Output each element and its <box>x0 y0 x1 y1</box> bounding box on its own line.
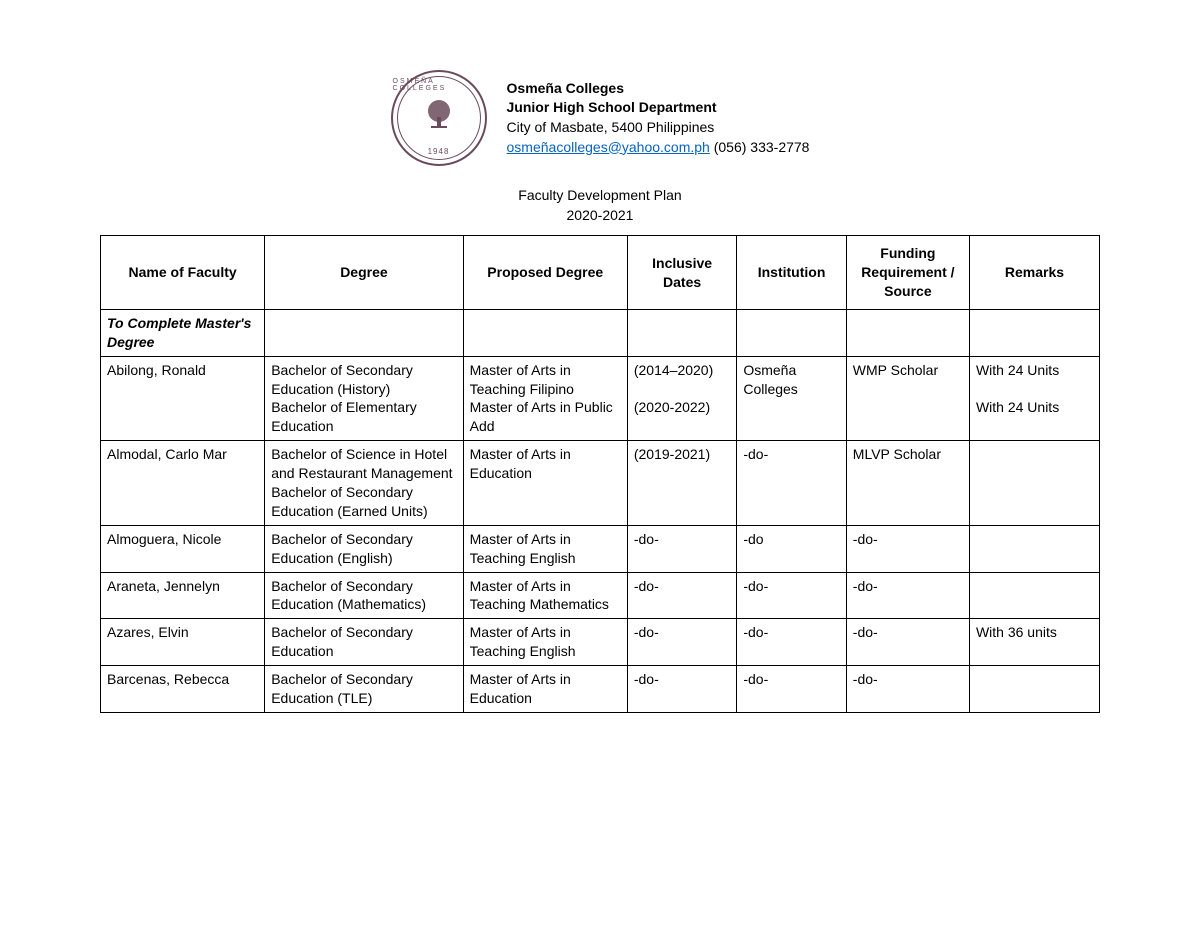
empty-cell <box>846 309 969 356</box>
department-name: Junior High School Department <box>507 98 810 118</box>
col-name-header: Name of Faculty <box>101 236 265 310</box>
cell-proposed: Master of Arts in Education <box>463 666 627 713</box>
cell-name: Almodal, Carlo Mar <box>101 441 265 526</box>
empty-cell <box>737 309 846 356</box>
contact-line: osmeñacolleges@yahoo.com.ph (056) 333-27… <box>507 138 810 158</box>
col-dates-header: Inclusive Dates <box>627 236 736 310</box>
table-row: Almoguera, NicoleBachelor of Secondary E… <box>101 525 1100 572</box>
table-body: To Complete Master's Degree Abilong, Ron… <box>101 309 1100 712</box>
cell-institution: Osmeña Colleges <box>737 356 846 441</box>
cell-funding: MLVP Scholar <box>846 441 969 526</box>
cell-remarks <box>969 441 1099 526</box>
table-header-row: Name of Faculty Degree Proposed Degree I… <box>101 236 1100 310</box>
document-page: OSMEÑA COLLEGES 1948 Osmeña Colleges Jun… <box>0 0 1200 713</box>
cell-name: Abilong, Ronald <box>101 356 265 441</box>
cell-degree: Bachelor of Secondary Education <box>265 619 463 666</box>
col-institution-header: Institution <box>737 236 846 310</box>
table-row: Azares, ElvinBachelor of Secondary Educa… <box>101 619 1100 666</box>
logo-year: 1948 <box>428 147 450 156</box>
phone: (056) 333-2778 <box>710 139 810 155</box>
empty-cell <box>463 309 627 356</box>
cell-funding: -do- <box>846 525 969 572</box>
section-row: To Complete Master's Degree <box>101 309 1100 356</box>
cell-remarks: With 24 UnitsWith 24 Units <box>969 356 1099 441</box>
col-funding-header: Funding Requirement / Source <box>846 236 969 310</box>
cell-degree: Bachelor of Secondary Education (Mathema… <box>265 572 463 619</box>
cell-institution: -do- <box>737 666 846 713</box>
cell-name: Araneta, Jennelyn <box>101 572 265 619</box>
cell-remarks <box>969 572 1099 619</box>
col-degree-header: Degree <box>265 236 463 310</box>
cell-funding: WMP Scholar <box>846 356 969 441</box>
table-row: Abilong, RonaldBachelor of Secondary Edu… <box>101 356 1100 441</box>
title-line1: Faculty Development Plan <box>100 186 1100 206</box>
cell-degree: Bachelor of Secondary Education (TLE) <box>265 666 463 713</box>
letterhead-text: Osmeña Colleges Junior High School Depar… <box>507 79 810 157</box>
cell-institution: -do <box>737 525 846 572</box>
address: City of Masbate, 5400 Philippines <box>507 118 810 138</box>
tree-icon <box>419 95 459 142</box>
table-row: Araneta, JennelynBachelor of Secondary E… <box>101 572 1100 619</box>
cell-proposed: Master of Arts in Teaching English <box>463 525 627 572</box>
empty-cell <box>969 309 1099 356</box>
faculty-table: Name of Faculty Degree Proposed Degree I… <box>100 235 1100 713</box>
cell-proposed: Master of Arts in Education <box>463 441 627 526</box>
section-label: To Complete Master's Degree <box>101 309 265 356</box>
empty-cell <box>627 309 736 356</box>
document-title: Faculty Development Plan 2020-2021 <box>100 186 1100 225</box>
cell-degree: Bachelor of Science in Hotel and Restaur… <box>265 441 463 526</box>
letterhead: OSMEÑA COLLEGES 1948 Osmeña Colleges Jun… <box>100 70 1100 166</box>
cell-degree: Bachelor of Secondary Education (English… <box>265 525 463 572</box>
cell-dates: (2019-2021) <box>627 441 736 526</box>
logo-text-top: OSMEÑA COLLEGES <box>393 78 485 92</box>
cell-institution: -do- <box>737 619 846 666</box>
cell-institution: -do- <box>737 441 846 526</box>
cell-name: Almoguera, Nicole <box>101 525 265 572</box>
cell-dates: -do- <box>627 666 736 713</box>
cell-funding: -do- <box>846 666 969 713</box>
cell-dates: -do- <box>627 619 736 666</box>
cell-name: Barcenas, Rebecca <box>101 666 265 713</box>
cell-proposed: Master of Arts in Teaching Mathematics <box>463 572 627 619</box>
title-line2: 2020-2021 <box>100 206 1100 226</box>
email-link[interactable]: osmeñacolleges@yahoo.com.ph <box>507 139 710 155</box>
cell-remarks <box>969 666 1099 713</box>
cell-proposed: Master of Arts in Teaching FilipinoMaste… <box>463 356 627 441</box>
cell-dates: -do- <box>627 572 736 619</box>
cell-dates: -do- <box>627 525 736 572</box>
cell-institution: -do- <box>737 572 846 619</box>
cell-proposed: Master of Arts in Teaching English <box>463 619 627 666</box>
empty-cell <box>265 309 463 356</box>
col-remarks-header: Remarks <box>969 236 1099 310</box>
cell-funding: -do- <box>846 572 969 619</box>
cell-remarks: With 36 units <box>969 619 1099 666</box>
cell-name: Azares, Elvin <box>101 619 265 666</box>
college-name: Osmeña Colleges <box>507 79 810 99</box>
college-logo: OSMEÑA COLLEGES 1948 <box>391 70 487 166</box>
col-proposed-header: Proposed Degree <box>463 236 627 310</box>
table-row: Barcenas, RebeccaBachelor of Secondary E… <box>101 666 1100 713</box>
table-row: Almodal, Carlo MarBachelor of Science in… <box>101 441 1100 526</box>
cell-funding: -do- <box>846 619 969 666</box>
cell-remarks <box>969 525 1099 572</box>
cell-dates: (2014–2020)(2020-2022) <box>627 356 736 441</box>
cell-degree: Bachelor of Secondary Education (History… <box>265 356 463 441</box>
